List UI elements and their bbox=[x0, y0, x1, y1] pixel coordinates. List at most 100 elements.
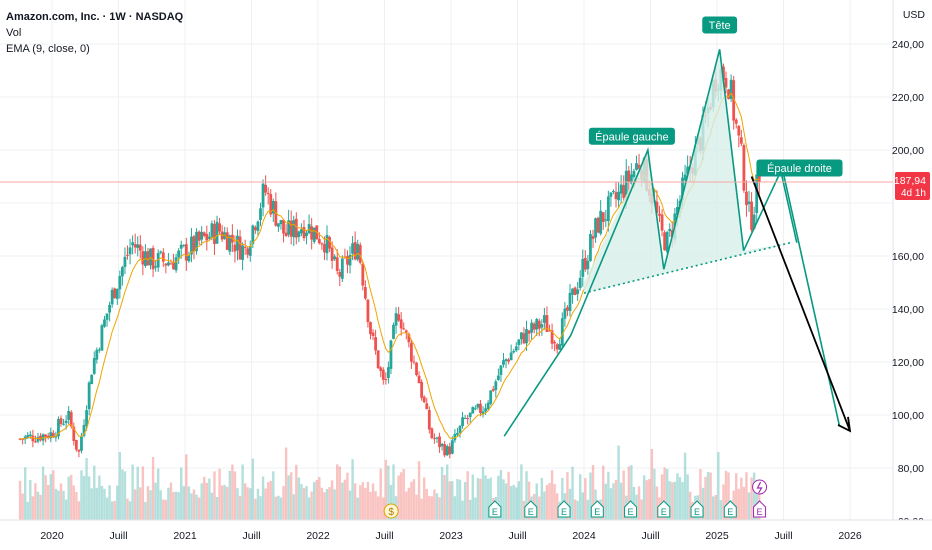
candle-body[interactable] bbox=[525, 329, 528, 344]
candle-body[interactable] bbox=[49, 432, 53, 439]
candle-body[interactable] bbox=[404, 330, 408, 333]
candle-body[interactable] bbox=[486, 402, 490, 410]
candle-body[interactable] bbox=[742, 145, 746, 191]
candle-body[interactable] bbox=[635, 163, 638, 170]
candle-body[interactable] bbox=[617, 191, 620, 201]
candle-body[interactable] bbox=[757, 176, 761, 182]
candle-body[interactable] bbox=[310, 226, 314, 240]
candle-body[interactable] bbox=[540, 324, 544, 328]
candle-body[interactable] bbox=[333, 256, 337, 260]
candle-body[interactable] bbox=[535, 319, 539, 330]
candle-body[interactable] bbox=[284, 232, 288, 236]
candle-body[interactable] bbox=[361, 264, 365, 286]
candle-body[interactable] bbox=[136, 244, 140, 248]
earnings-marker-icon[interactable] bbox=[690, 500, 704, 518]
candle-body[interactable] bbox=[149, 248, 152, 266]
candle-body[interactable] bbox=[156, 253, 160, 268]
candle-body[interactable] bbox=[468, 412, 472, 418]
candle-body[interactable] bbox=[282, 219, 285, 234]
candle-body[interactable] bbox=[210, 223, 214, 238]
candle-body[interactable] bbox=[366, 299, 370, 323]
candle-body[interactable] bbox=[197, 231, 201, 241]
candle-body[interactable] bbox=[747, 201, 751, 205]
candle-body[interactable] bbox=[394, 313, 398, 326]
candle-body[interactable] bbox=[353, 242, 357, 260]
candle-body[interactable] bbox=[627, 170, 631, 182]
candle-body[interactable] bbox=[371, 332, 375, 336]
candle-body[interactable] bbox=[445, 446, 449, 456]
candle-body[interactable] bbox=[440, 443, 444, 447]
earnings-marker-icon[interactable] bbox=[723, 500, 737, 518]
candle-body[interactable] bbox=[57, 419, 60, 437]
candle-body[interactable] bbox=[113, 288, 117, 299]
candle-body[interactable] bbox=[182, 245, 186, 247]
candle-body[interactable] bbox=[745, 191, 748, 206]
candle-body[interactable] bbox=[72, 426, 76, 441]
candle-body[interactable] bbox=[489, 390, 493, 404]
candle-body[interactable] bbox=[233, 244, 237, 252]
candle-body[interactable] bbox=[578, 277, 582, 288]
candle-body[interactable] bbox=[507, 359, 510, 362]
candle-body[interactable] bbox=[548, 330, 551, 332]
candle-body[interactable] bbox=[269, 194, 273, 215]
candle-body[interactable] bbox=[601, 212, 605, 223]
candle-body[interactable] bbox=[338, 271, 342, 277]
ema-indicator-label[interactable]: EMA (9, close, 0) bbox=[6, 43, 90, 55]
candle-body[interactable] bbox=[566, 307, 569, 311]
candle-body[interactable] bbox=[277, 223, 280, 227]
candle-body[interactable] bbox=[481, 411, 485, 415]
candle-body[interactable] bbox=[34, 441, 37, 443]
candle-body[interactable] bbox=[289, 220, 293, 237]
candle-body[interactable] bbox=[750, 201, 753, 230]
candle-body[interactable] bbox=[471, 407, 475, 414]
earnings-marker-icon[interactable] bbox=[524, 500, 538, 518]
candle-body[interactable] bbox=[591, 236, 595, 239]
candle-body[interactable] bbox=[415, 362, 418, 376]
earnings-marker-icon[interactable] bbox=[753, 500, 767, 518]
candle-body[interactable] bbox=[51, 432, 55, 438]
candle-body[interactable] bbox=[159, 251, 163, 253]
candle-body[interactable] bbox=[146, 251, 150, 266]
candle-body[interactable] bbox=[67, 410, 71, 420]
candle-body[interactable] bbox=[550, 330, 554, 344]
candle-body[interactable] bbox=[69, 412, 73, 427]
candle-body[interactable] bbox=[683, 174, 687, 181]
candle-body[interactable] bbox=[248, 245, 252, 256]
candle-body[interactable] bbox=[18, 438, 22, 440]
candle-body[interactable] bbox=[167, 262, 170, 266]
candle-body[interactable] bbox=[514, 346, 518, 351]
candle-body[interactable] bbox=[499, 365, 503, 376]
candle-body[interactable] bbox=[31, 435, 35, 442]
candle-body[interactable] bbox=[271, 201, 275, 214]
candle-body[interactable] bbox=[103, 319, 106, 327]
candle-body[interactable] bbox=[425, 403, 429, 410]
candle-body[interactable] bbox=[606, 196, 610, 222]
candle-body[interactable] bbox=[599, 210, 603, 234]
candle-body[interactable] bbox=[729, 79, 733, 99]
candle-body[interactable] bbox=[187, 255, 191, 262]
candle-body[interactable] bbox=[412, 361, 416, 363]
candle-body[interactable] bbox=[397, 314, 401, 321]
earnings-marker-icon[interactable] bbox=[590, 500, 604, 518]
candle-body[interactable] bbox=[532, 323, 536, 330]
candle-body[interactable] bbox=[207, 236, 211, 239]
candle-body[interactable] bbox=[755, 174, 759, 213]
candle-body[interactable] bbox=[253, 227, 257, 231]
candle-body[interactable] bbox=[236, 235, 239, 251]
candle-body[interactable] bbox=[438, 436, 441, 448]
candle-body[interactable] bbox=[660, 214, 664, 231]
candle-body[interactable] bbox=[555, 344, 559, 350]
candle-body[interactable] bbox=[384, 379, 388, 381]
left-shoulder-label[interactable]: Épaule gauche bbox=[595, 130, 668, 143]
candle-body[interactable] bbox=[118, 276, 122, 290]
candle-body[interactable] bbox=[376, 350, 380, 369]
candle-body[interactable] bbox=[228, 235, 232, 252]
candle-body[interactable] bbox=[90, 374, 94, 385]
earnings-marker-icon[interactable] bbox=[624, 500, 638, 518]
candle-body[interactable] bbox=[581, 258, 585, 277]
candle-body[interactable] bbox=[450, 440, 454, 454]
candle-body[interactable] bbox=[151, 247, 155, 270]
candle-body[interactable] bbox=[655, 201, 659, 213]
candle-body[interactable] bbox=[95, 349, 99, 360]
